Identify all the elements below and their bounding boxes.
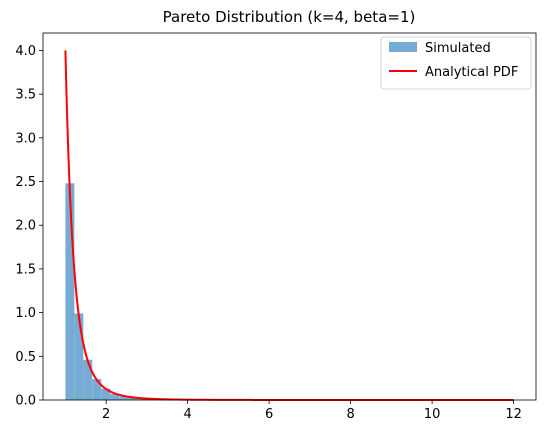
legend-analytical-label: Analytical PDF	[425, 65, 518, 80]
legend-simulated-label: Simulated	[425, 41, 491, 56]
analytical-pdf-line	[64, 50, 514, 401]
legend: Simulated Analytical PDF	[380, 36, 532, 90]
x-tick-label: 10	[424, 407, 441, 422]
y-axis-ticks: 0.0 0.5 1.0 1.5 2.0 2.5 3.0 3.5 4.0	[15, 44, 43, 409]
x-axis-ticks: 2 4 6 8 10 12	[102, 400, 522, 422]
y-tick-label: 0.0	[15, 394, 36, 409]
histogram-bar	[65, 183, 75, 400]
y-tick-label: 4.0	[15, 44, 36, 59]
chart-title: Pareto Distribution (k=4, beta=1)	[163, 8, 416, 26]
y-tick-label: 3.0	[15, 131, 36, 146]
y-tick-label: 2.0	[15, 219, 36, 234]
histogram-bar	[92, 379, 102, 400]
y-tick-label: 0.5	[15, 350, 36, 365]
y-tick-label: 2.5	[15, 175, 36, 190]
x-tick-label: 12	[505, 407, 522, 422]
histogram-bar	[119, 396, 129, 400]
histogram-bar	[101, 388, 111, 400]
legend-box	[380, 36, 532, 90]
axes-frame	[42, 32, 537, 401]
x-tick-label: 8	[346, 407, 354, 422]
histogram-bar	[128, 397, 138, 400]
x-tick-label: 6	[265, 407, 273, 422]
x-tick-label: 4	[183, 407, 191, 422]
plot-area	[64, 50, 514, 401]
histogram-bar	[83, 359, 93, 400]
legend-simulated-swatch	[389, 42, 417, 52]
y-tick-label: 1.5	[15, 262, 36, 277]
histogram-bar	[110, 393, 120, 400]
y-tick-label: 3.5	[15, 88, 36, 103]
y-tick-label: 1.0	[15, 306, 36, 321]
histogram-bar	[74, 313, 84, 400]
x-tick-label: 2	[102, 407, 110, 422]
